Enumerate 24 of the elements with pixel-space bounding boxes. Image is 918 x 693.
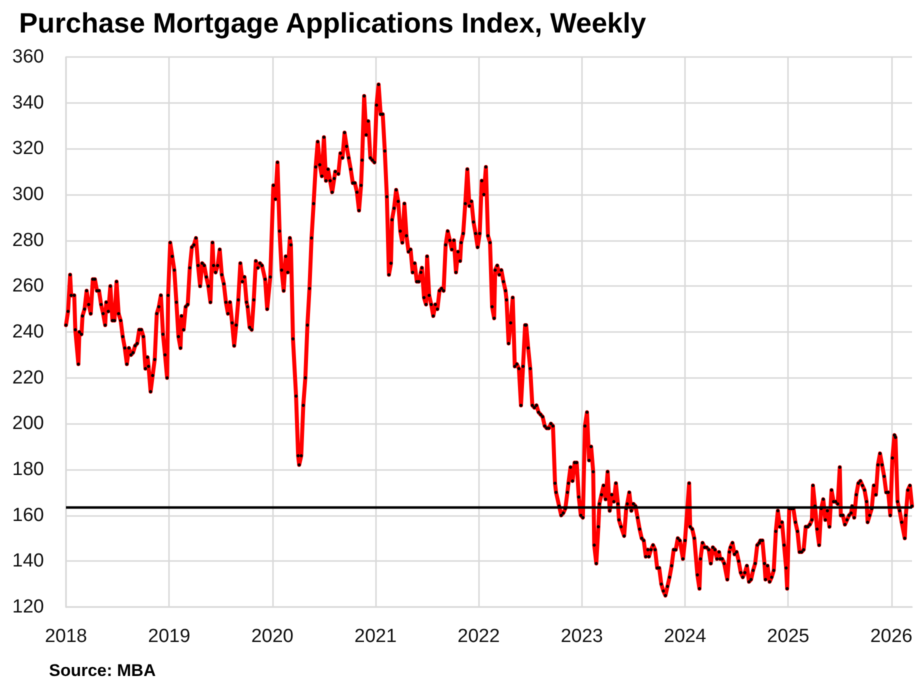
source-note: Source: MBA — [49, 661, 156, 680]
y-tick-label: 160 — [12, 504, 44, 526]
y-tick-label: 180 — [12, 459, 44, 480]
y-tick-label: 320 — [12, 138, 44, 160]
x-tick-label: 2025 — [767, 626, 810, 647]
y-tick-label: 200 — [12, 413, 44, 434]
x-tick-label: 2022 — [458, 626, 500, 647]
x-tick-label: 2018 — [44, 626, 88, 647]
y-tick-label: 280 — [12, 230, 44, 251]
x-tick-label: 2024 — [664, 626, 707, 647]
x-tick-label: 2019 — [148, 626, 190, 647]
x-tick-label: 2026 — [870, 626, 913, 647]
y-tick-label: 260 — [12, 276, 44, 297]
x-tick-label: 2021 — [354, 626, 397, 647]
y-tick-label: 340 — [12, 92, 44, 114]
y-tick-label: 240 — [12, 322, 44, 342]
y-tick-label: 140 — [12, 550, 44, 572]
y-tick-label: 300 — [12, 184, 44, 205]
y-tick-label: 220 — [12, 367, 44, 388]
x-tick-label: 2023 — [560, 626, 603, 647]
x-tick-label: 2020 — [251, 626, 294, 647]
chart-title: Purchase Mortgage Applications Index, Weekly — [19, 8, 646, 38]
y-tick-label: 360 — [12, 46, 44, 68]
y-tick-label: 120 — [12, 596, 44, 618]
